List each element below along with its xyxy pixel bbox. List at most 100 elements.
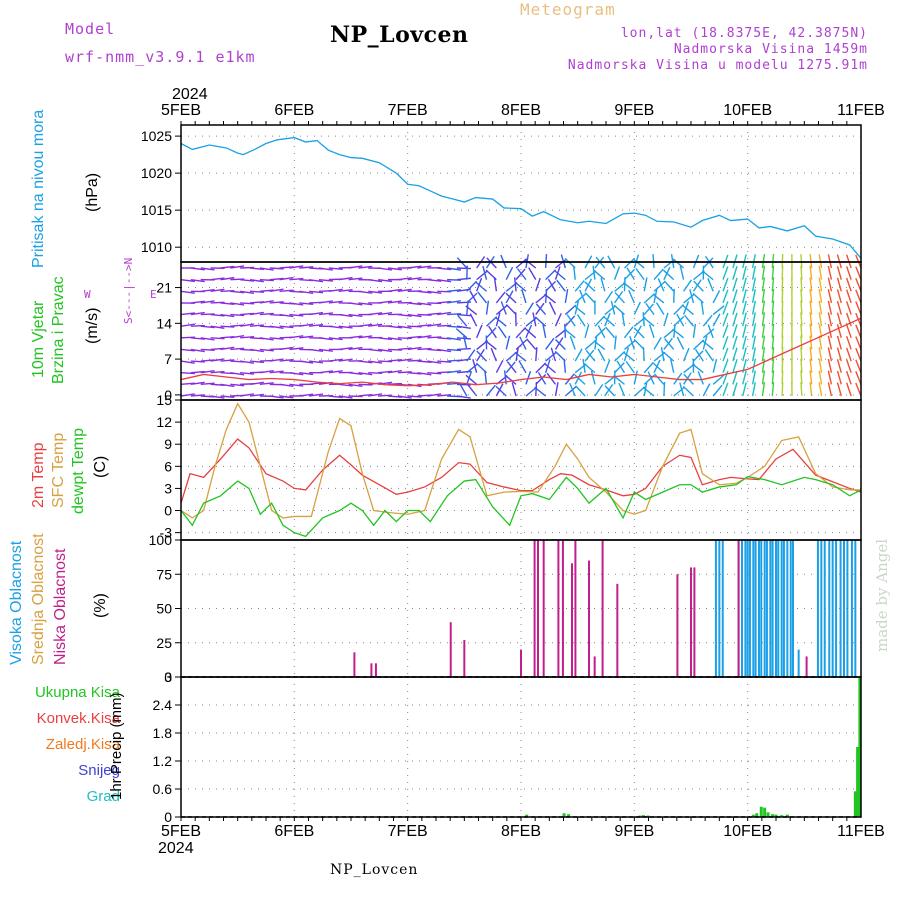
wind-arrow xyxy=(663,381,666,397)
data-bar xyxy=(557,540,560,677)
wind-arrow xyxy=(518,360,527,374)
wind-arrow xyxy=(309,323,324,327)
wind-arrow xyxy=(664,338,675,350)
wind-arrow xyxy=(836,277,842,292)
data-bar xyxy=(785,814,789,817)
wind-arrow xyxy=(827,254,833,269)
wind-arrow xyxy=(279,276,294,281)
wind-arrow xyxy=(279,289,294,292)
wind-arrow xyxy=(526,338,537,350)
wind-arrow xyxy=(240,393,255,397)
data-bar xyxy=(777,540,780,677)
wind-arrow xyxy=(358,302,373,306)
wind-arrow xyxy=(427,312,442,316)
wind-arrow xyxy=(800,277,803,292)
wind-arrow xyxy=(836,382,842,397)
model-value: wrf-nmm_v3.9.1 e1km xyxy=(65,48,256,66)
wind-arrow xyxy=(702,383,711,397)
wind-arrow xyxy=(190,300,205,304)
wind-arrow xyxy=(836,335,842,350)
wind-arrow xyxy=(200,288,215,292)
wind-arrow xyxy=(230,383,245,387)
wind-arrow xyxy=(642,316,655,327)
data-bar xyxy=(797,649,800,677)
wind-arrow xyxy=(809,335,813,350)
wind-arrow xyxy=(633,339,645,350)
wind-arrow xyxy=(732,382,738,397)
wind-arrow xyxy=(279,383,294,387)
wind-arrow xyxy=(676,336,685,350)
wind-arrow xyxy=(309,393,324,397)
wind-arrow xyxy=(623,351,635,362)
wind-arrow xyxy=(368,393,383,397)
y-tick-label: 1020 xyxy=(141,165,172,181)
wind-arrow xyxy=(732,359,738,373)
wind-arrow xyxy=(771,265,775,280)
wind-arrow xyxy=(633,301,642,315)
wind-arrow xyxy=(855,336,862,350)
wind-arrow xyxy=(524,258,537,269)
wind-arrow xyxy=(299,323,314,327)
wind-arrow xyxy=(497,325,507,339)
wind-arrow xyxy=(655,302,665,315)
data-bar xyxy=(744,540,747,677)
wind-arrow xyxy=(397,395,412,399)
wind-arrow xyxy=(845,382,852,397)
data-bar xyxy=(769,540,772,677)
wind-arrow xyxy=(200,337,215,341)
wind-arrow xyxy=(446,369,462,374)
wind-arrow xyxy=(845,370,852,385)
wind-arrow xyxy=(180,393,195,397)
wind-arrow xyxy=(742,300,747,315)
wind-arrow xyxy=(299,302,314,305)
wind-arrow xyxy=(495,360,504,374)
wind-arrow xyxy=(535,293,548,304)
y-tick-label: 1015 xyxy=(141,202,172,218)
y-tick-label: 3 xyxy=(164,480,172,496)
data-bar xyxy=(676,574,679,677)
wind-arrow xyxy=(249,324,264,327)
wind-arrow xyxy=(761,277,766,292)
wind-arrow xyxy=(220,395,235,399)
wind-arrow xyxy=(417,372,432,376)
time-tick-top: 9FEB xyxy=(614,102,654,119)
y-tick-label: 25 xyxy=(156,635,172,651)
time-tick-top: 11FEB xyxy=(837,102,885,119)
wind-arrow xyxy=(493,277,498,292)
wind-arrow xyxy=(574,348,583,362)
wind-arrow xyxy=(836,300,842,315)
wind-arrow xyxy=(348,335,363,339)
wind-arrow xyxy=(582,358,586,373)
wind-arrow xyxy=(818,335,823,350)
data-bar xyxy=(771,540,774,677)
wind-arrow xyxy=(751,254,756,269)
wind-arrow xyxy=(220,313,235,318)
y-tick-label: 75 xyxy=(156,566,172,582)
wind-arrow xyxy=(625,360,635,374)
wind-arrow-field xyxy=(180,253,862,399)
wind-arrow xyxy=(378,394,393,397)
wind-arrow xyxy=(827,300,833,315)
wind-arrow xyxy=(358,290,373,294)
wind-arrow xyxy=(761,300,766,315)
footer-station: NP_Lovcen xyxy=(330,862,419,878)
wind-arrow xyxy=(476,324,483,339)
data-bar xyxy=(601,540,604,677)
wind-arrow xyxy=(299,335,314,339)
wind-arrow xyxy=(563,328,576,339)
wind-arrow xyxy=(446,300,462,304)
wind-arrow xyxy=(210,395,225,399)
wind-arrow xyxy=(200,348,215,352)
data-bar xyxy=(353,652,356,677)
wind-arrow xyxy=(535,373,547,385)
y-tick-label: 1010 xyxy=(141,239,172,255)
wind-arrow xyxy=(407,359,422,362)
wind-arrow xyxy=(597,348,606,362)
wind-arrow xyxy=(722,266,729,280)
model-label: Model xyxy=(65,20,116,38)
wind-arrow xyxy=(521,289,527,304)
wind-arrow xyxy=(200,267,215,271)
wind-arrow xyxy=(800,253,803,269)
wind-arrow xyxy=(309,290,324,294)
